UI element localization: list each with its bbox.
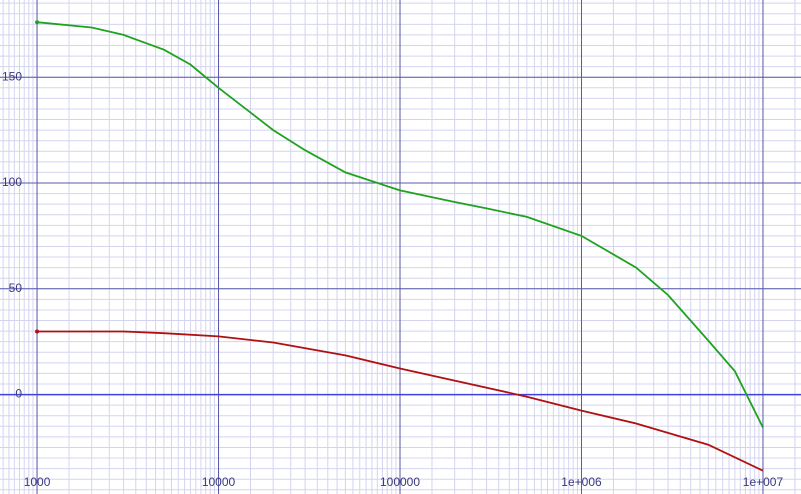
x-tick-label: 1000 [24, 475, 51, 489]
y-tick-label: 100 [2, 175, 22, 189]
x-tick-label: 1e+007 [743, 475, 784, 489]
start-marker [35, 20, 40, 25]
y-tick-label: 150 [2, 69, 22, 83]
x-tick-label: 10000 [202, 475, 236, 489]
line-series [36, 21, 764, 429]
line-series [37, 330, 764, 472]
y-tick-label: 50 [9, 281, 23, 295]
start-marker [35, 329, 40, 334]
x-tick-label: 100000 [380, 475, 420, 489]
x-tick-label: 1e+006 [561, 475, 602, 489]
y-tick-label: 0 [15, 387, 22, 401]
